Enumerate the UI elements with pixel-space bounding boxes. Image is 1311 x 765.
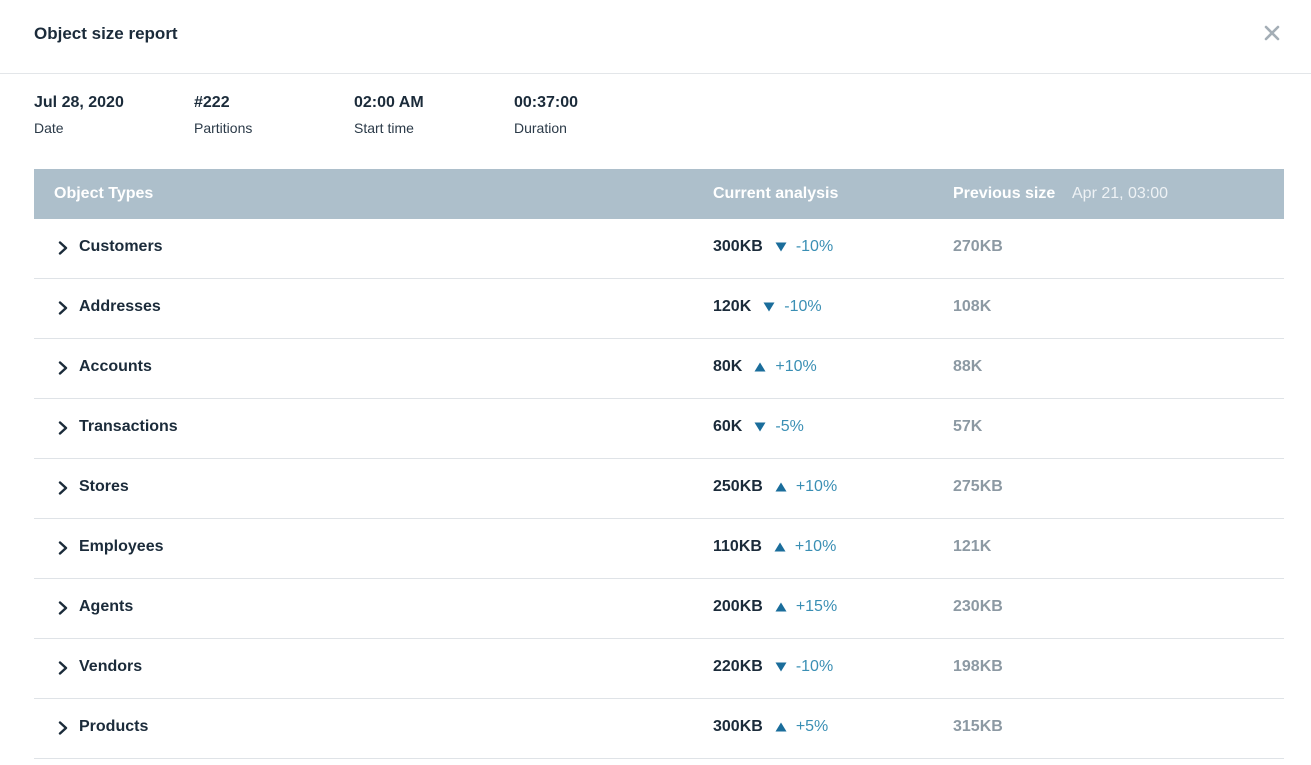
current-size-value: 120K [713,298,752,315]
column-header-object-types: Object Types [54,185,154,202]
meta-partitions: #222 Partitions [194,92,354,137]
change-percent: +15% [795,598,838,615]
meta-duration: 00:37:00 Duration [514,92,674,137]
triangle-down-icon [754,422,766,432]
object-type-name: Transactions [79,418,178,435]
previous-size-value: 270KB [953,238,1003,255]
table-row[interactable]: Accounts 80K +10% 88K [34,339,1284,399]
chevron-right-icon[interactable] [58,241,68,255]
change-percent: +10% [775,358,817,375]
current-analysis-cell: 120K -10% [713,298,822,316]
current-size-value: 110KB [713,538,762,555]
previous-size-value: 315KB [953,718,1003,735]
triangle-down-icon [763,302,775,312]
chevron-right-icon[interactable] [58,481,68,495]
current-analysis-cell: 110KB +10% [713,538,836,556]
previous-size-value: 121K [953,538,992,555]
previous-size-value: 108K [953,298,992,315]
table-row[interactable]: Transactions 60K -5% 57K [34,399,1284,459]
dialog-title: Object size report [34,24,178,43]
current-analysis-cell: 250KB +10% [713,478,837,496]
meta-date: Jul 28, 2020 Date [34,92,194,137]
table-row[interactable]: Stores 250KB +10% 275KB [34,459,1284,519]
current-size-value: 300KB [713,718,763,735]
triangle-up-icon [754,362,766,372]
meta-value: Jul 28, 2020 [34,94,124,111]
current-analysis-cell: 80K +10% [713,358,817,376]
change-percent: +5% [795,718,829,735]
meta-value: #222 [194,94,230,111]
change-percent: -10% [795,658,834,675]
current-size-value: 80K [713,358,743,375]
triangle-down-icon [775,242,787,252]
column-header-current-analysis: Current analysis [713,185,839,202]
meta-start-time: 02:00 AM Start time [354,92,514,137]
previous-size-value: 198KB [953,658,1003,675]
close-button[interactable] [1261,22,1283,44]
table-row[interactable]: Employees 110KB +10% 121K [34,519,1284,579]
object-type-name: Employees [79,538,164,555]
previous-size-value: 88K [953,358,983,375]
table-header: Object Types Current analysis Previous s… [34,169,1284,219]
current-analysis-cell: 300KB -10% [713,238,833,256]
current-size-value: 200KB [713,598,763,615]
close-icon [1264,25,1280,41]
table-row[interactable]: Products 300KB +5% 315KB [34,699,1284,759]
triangle-up-icon [775,602,787,612]
previous-size-value: 57K [953,418,983,435]
change-percent: -10% [795,238,834,255]
triangle-up-icon [775,722,787,732]
current-analysis-cell: 200KB +15% [713,598,837,616]
meta-label: Date [34,120,64,136]
chevron-right-icon[interactable] [58,301,68,315]
column-header-previous-size: Previous size [953,185,1056,202]
change-percent: -10% [784,298,822,315]
current-size-value: 60K [713,418,743,435]
previous-size-date: Apr 21, 03:00 [1072,185,1169,202]
triangle-down-icon [775,662,787,672]
report-meta: Jul 28, 2020 Date #222 Partitions 02:00 … [34,92,674,137]
meta-value: 02:00 AM [354,94,424,111]
current-size-value: 300KB [713,238,763,255]
meta-label: Partitions [194,120,253,136]
chevron-right-icon[interactable] [58,661,68,675]
current-analysis-cell: 300KB +5% [713,718,828,736]
current-analysis-cell: 60K -5% [713,418,804,436]
current-analysis-cell: 220KB -10% [713,658,833,676]
object-type-name: Customers [79,238,163,255]
object-type-name: Agents [79,598,134,615]
chevron-right-icon[interactable] [58,361,68,375]
chevron-right-icon[interactable] [58,601,68,615]
chevron-right-icon[interactable] [58,721,68,735]
table-row[interactable]: Addresses 120K -10% 108K [34,279,1284,339]
current-size-value: 250KB [713,478,763,495]
triangle-up-icon [774,542,786,552]
change-percent: +10% [794,538,837,555]
previous-size-value: 230KB [953,598,1003,615]
change-percent: +10% [795,478,838,495]
meta-label: Duration [514,120,567,136]
table-row[interactable]: Customers 300KB -10% 270KB [34,219,1284,279]
meta-value: 00:37:00 [514,94,579,111]
previous-size-value: 275KB [953,478,1003,495]
object-type-name: Stores [79,478,129,495]
table-row[interactable]: Vendors 220KB -10% 198KB [34,639,1284,699]
table-body: Customers 300KB -10% 270KB Addresses 120K -10%… [34,219,1284,759]
chevron-right-icon[interactable] [58,421,68,435]
object-type-name: Addresses [79,298,161,315]
chevron-right-icon[interactable] [58,541,68,555]
change-percent: -5% [775,418,804,435]
object-type-name: Vendors [79,658,143,675]
object-type-name: Products [79,718,149,735]
object-type-name: Accounts [79,358,152,375]
current-size-value: 220KB [713,658,763,675]
object-size-table: Object Types Current analysis Previous s… [34,169,1284,759]
dialog-header: Object size report [0,0,1311,74]
meta-label: Start time [354,120,414,136]
table-row[interactable]: Agents 200KB +15% 230KB [34,579,1284,639]
triangle-up-icon [775,482,787,492]
